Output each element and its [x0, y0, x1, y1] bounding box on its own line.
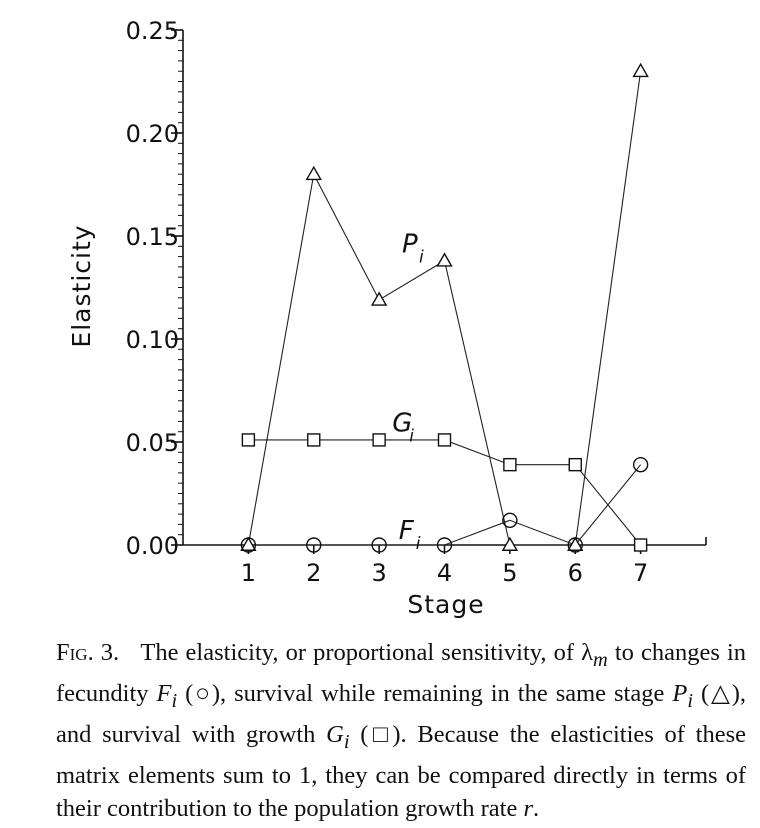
marker-g-stage-1: [242, 434, 254, 446]
x-tick-label: 7: [633, 559, 648, 587]
series-line-g: [248, 440, 640, 545]
marker-p-stage-5: [503, 538, 517, 550]
y-tick-label: 0.10: [126, 326, 179, 354]
series-lines: [248, 71, 640, 545]
marker-g-stage-3: [373, 434, 385, 446]
y-tick-label: 0.20: [126, 120, 179, 148]
caption-symbol-r: r: [523, 795, 533, 822]
x-tick-label: 6: [568, 559, 583, 587]
caption-text-1: The elasticity, or proportional sensitiv…: [140, 639, 593, 666]
marker-p-stage-4: [438, 254, 452, 266]
caption-sub-m: m: [593, 649, 608, 671]
marker-p-stage-2: [307, 167, 321, 179]
x-tick-label: 1: [241, 559, 256, 587]
caption-figure-number: Fig. 3.: [56, 639, 119, 666]
caption-symbol-p: P: [672, 680, 687, 707]
series-label-f: F: [399, 516, 415, 546]
x-ticks: 1 2 3 4 5 6 7: [241, 545, 649, 587]
series-label-g-subscript: i: [409, 427, 414, 447]
x-axis-title: Stage: [407, 590, 484, 619]
x-tick-label: 5: [502, 559, 517, 587]
y-axis-title: Elasticity: [67, 224, 96, 347]
x-tick-label: 4: [437, 559, 452, 587]
series-label-f-subscript: i: [416, 534, 421, 554]
marker-g-stage-6: [569, 459, 581, 471]
caption-text-6: .: [533, 795, 539, 822]
marker-p-stage-3: [372, 293, 386, 305]
y-ticks: 0.00 0.05 0.10 0.15 0.20 0.25: [126, 17, 183, 560]
marker-g-stage-7: [635, 539, 647, 551]
y-tick-label: 0.15: [126, 223, 179, 251]
caption-symbol-g: G: [326, 721, 344, 748]
caption-text-3: (○), survival while remaining in the sam…: [177, 680, 672, 707]
series-line-p: [248, 71, 640, 545]
figure-caption: Fig. 3. The elasticity, or proportional …: [56, 636, 746, 825]
marker-p-stage-7: [634, 64, 648, 76]
series-label-p: P: [402, 229, 418, 259]
caption-symbol-f: F: [157, 680, 172, 707]
y-tick-label: 0.05: [126, 429, 179, 457]
marker-g-stage-2: [308, 434, 320, 446]
y-tick-label: 0.25: [126, 17, 179, 45]
marker-g-stage-5: [504, 459, 516, 471]
series-line-f: [248, 465, 640, 545]
y-tick-label: 0.00: [126, 532, 179, 560]
marker-g-stage-4: [439, 434, 451, 446]
x-tick-label: 2: [306, 559, 321, 587]
series-label-p-subscript: i: [419, 247, 424, 267]
x-tick-label: 3: [371, 559, 386, 587]
